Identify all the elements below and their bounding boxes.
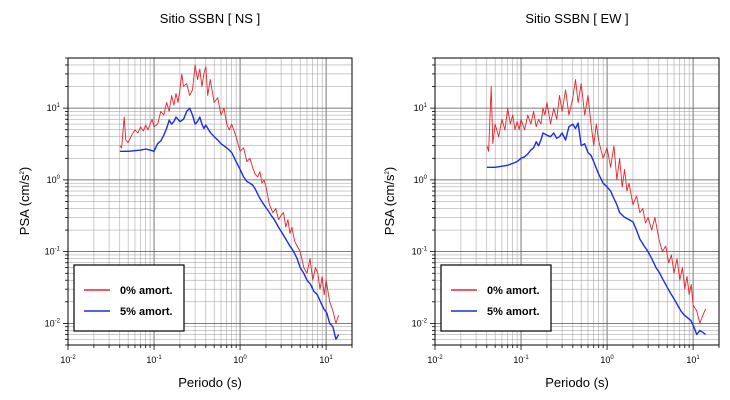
x-tick-label: 101: [686, 355, 700, 365]
chart-ns: Sitio SSBN [ NS ] 10-2 10-1 100 101 10-2 10-1…: [17, 11, 353, 390]
chart-title: Sitio SSBN [ NS ]: [160, 11, 260, 26]
series-line-1: [119, 107, 340, 340]
legend: 0% amort. 5% amort.: [440, 264, 552, 332]
y-tick-label: 10-2: [412, 318, 428, 328]
y-tick-label: 101: [47, 103, 61, 113]
x-tick-label: 101: [319, 355, 333, 365]
series-line-1: [486, 122, 707, 336]
x-tick-label: 10-1: [513, 355, 529, 365]
x-tick-label: 100: [600, 355, 614, 365]
y-tick-label: 100: [47, 175, 61, 185]
legend-box: [73, 264, 185, 332]
legend-label-0: 0% amort.: [120, 285, 173, 297]
y-tick-label: 10-1: [412, 247, 428, 257]
legend: 0% amort. 5% amort.: [73, 264, 185, 332]
series-line-0: [486, 79, 707, 324]
y-tick-label: 100: [414, 175, 428, 185]
legend-box: [440, 264, 552, 332]
x-tick-label: 10-2: [427, 355, 443, 365]
chart-title: Sitio SSBN [ EW ]: [525, 11, 628, 26]
x-axis-label: Periodo (s): [178, 375, 242, 390]
x-axis-label: Periodo (s): [545, 375, 609, 390]
y-axis-label: PSA (cm/s2): [17, 167, 32, 235]
series: [486, 79, 707, 336]
y-tick-label: 101: [414, 103, 428, 113]
x-tick-label: 10-1: [146, 355, 162, 365]
y-tick-label: 10-2: [45, 318, 61, 328]
ticks: 10-2 10-1 100 101 10-2 10-1 100 101: [412, 57, 720, 365]
grid: [67, 57, 353, 346]
legend-label-1: 5% amort.: [487, 306, 540, 318]
series-line-0: [119, 64, 340, 324]
legend-label-1: 5% amort.: [120, 306, 173, 318]
x-tick-label: 100: [233, 355, 247, 365]
x-tick-label: 10-2: [60, 355, 76, 365]
ticks: 10-2 10-1 100 101 10-2 10-1 100 101: [45, 57, 353, 365]
legend-label-0: 0% amort.: [487, 285, 540, 297]
series: [119, 64, 340, 340]
y-tick-label: 10-1: [45, 247, 61, 257]
y-axis-label: PSA (cm/s2): [382, 167, 397, 235]
chart-ew: Sitio SSBN [ EW ] 10-2 10-1 100 101 10-2 10-1…: [382, 11, 720, 390]
